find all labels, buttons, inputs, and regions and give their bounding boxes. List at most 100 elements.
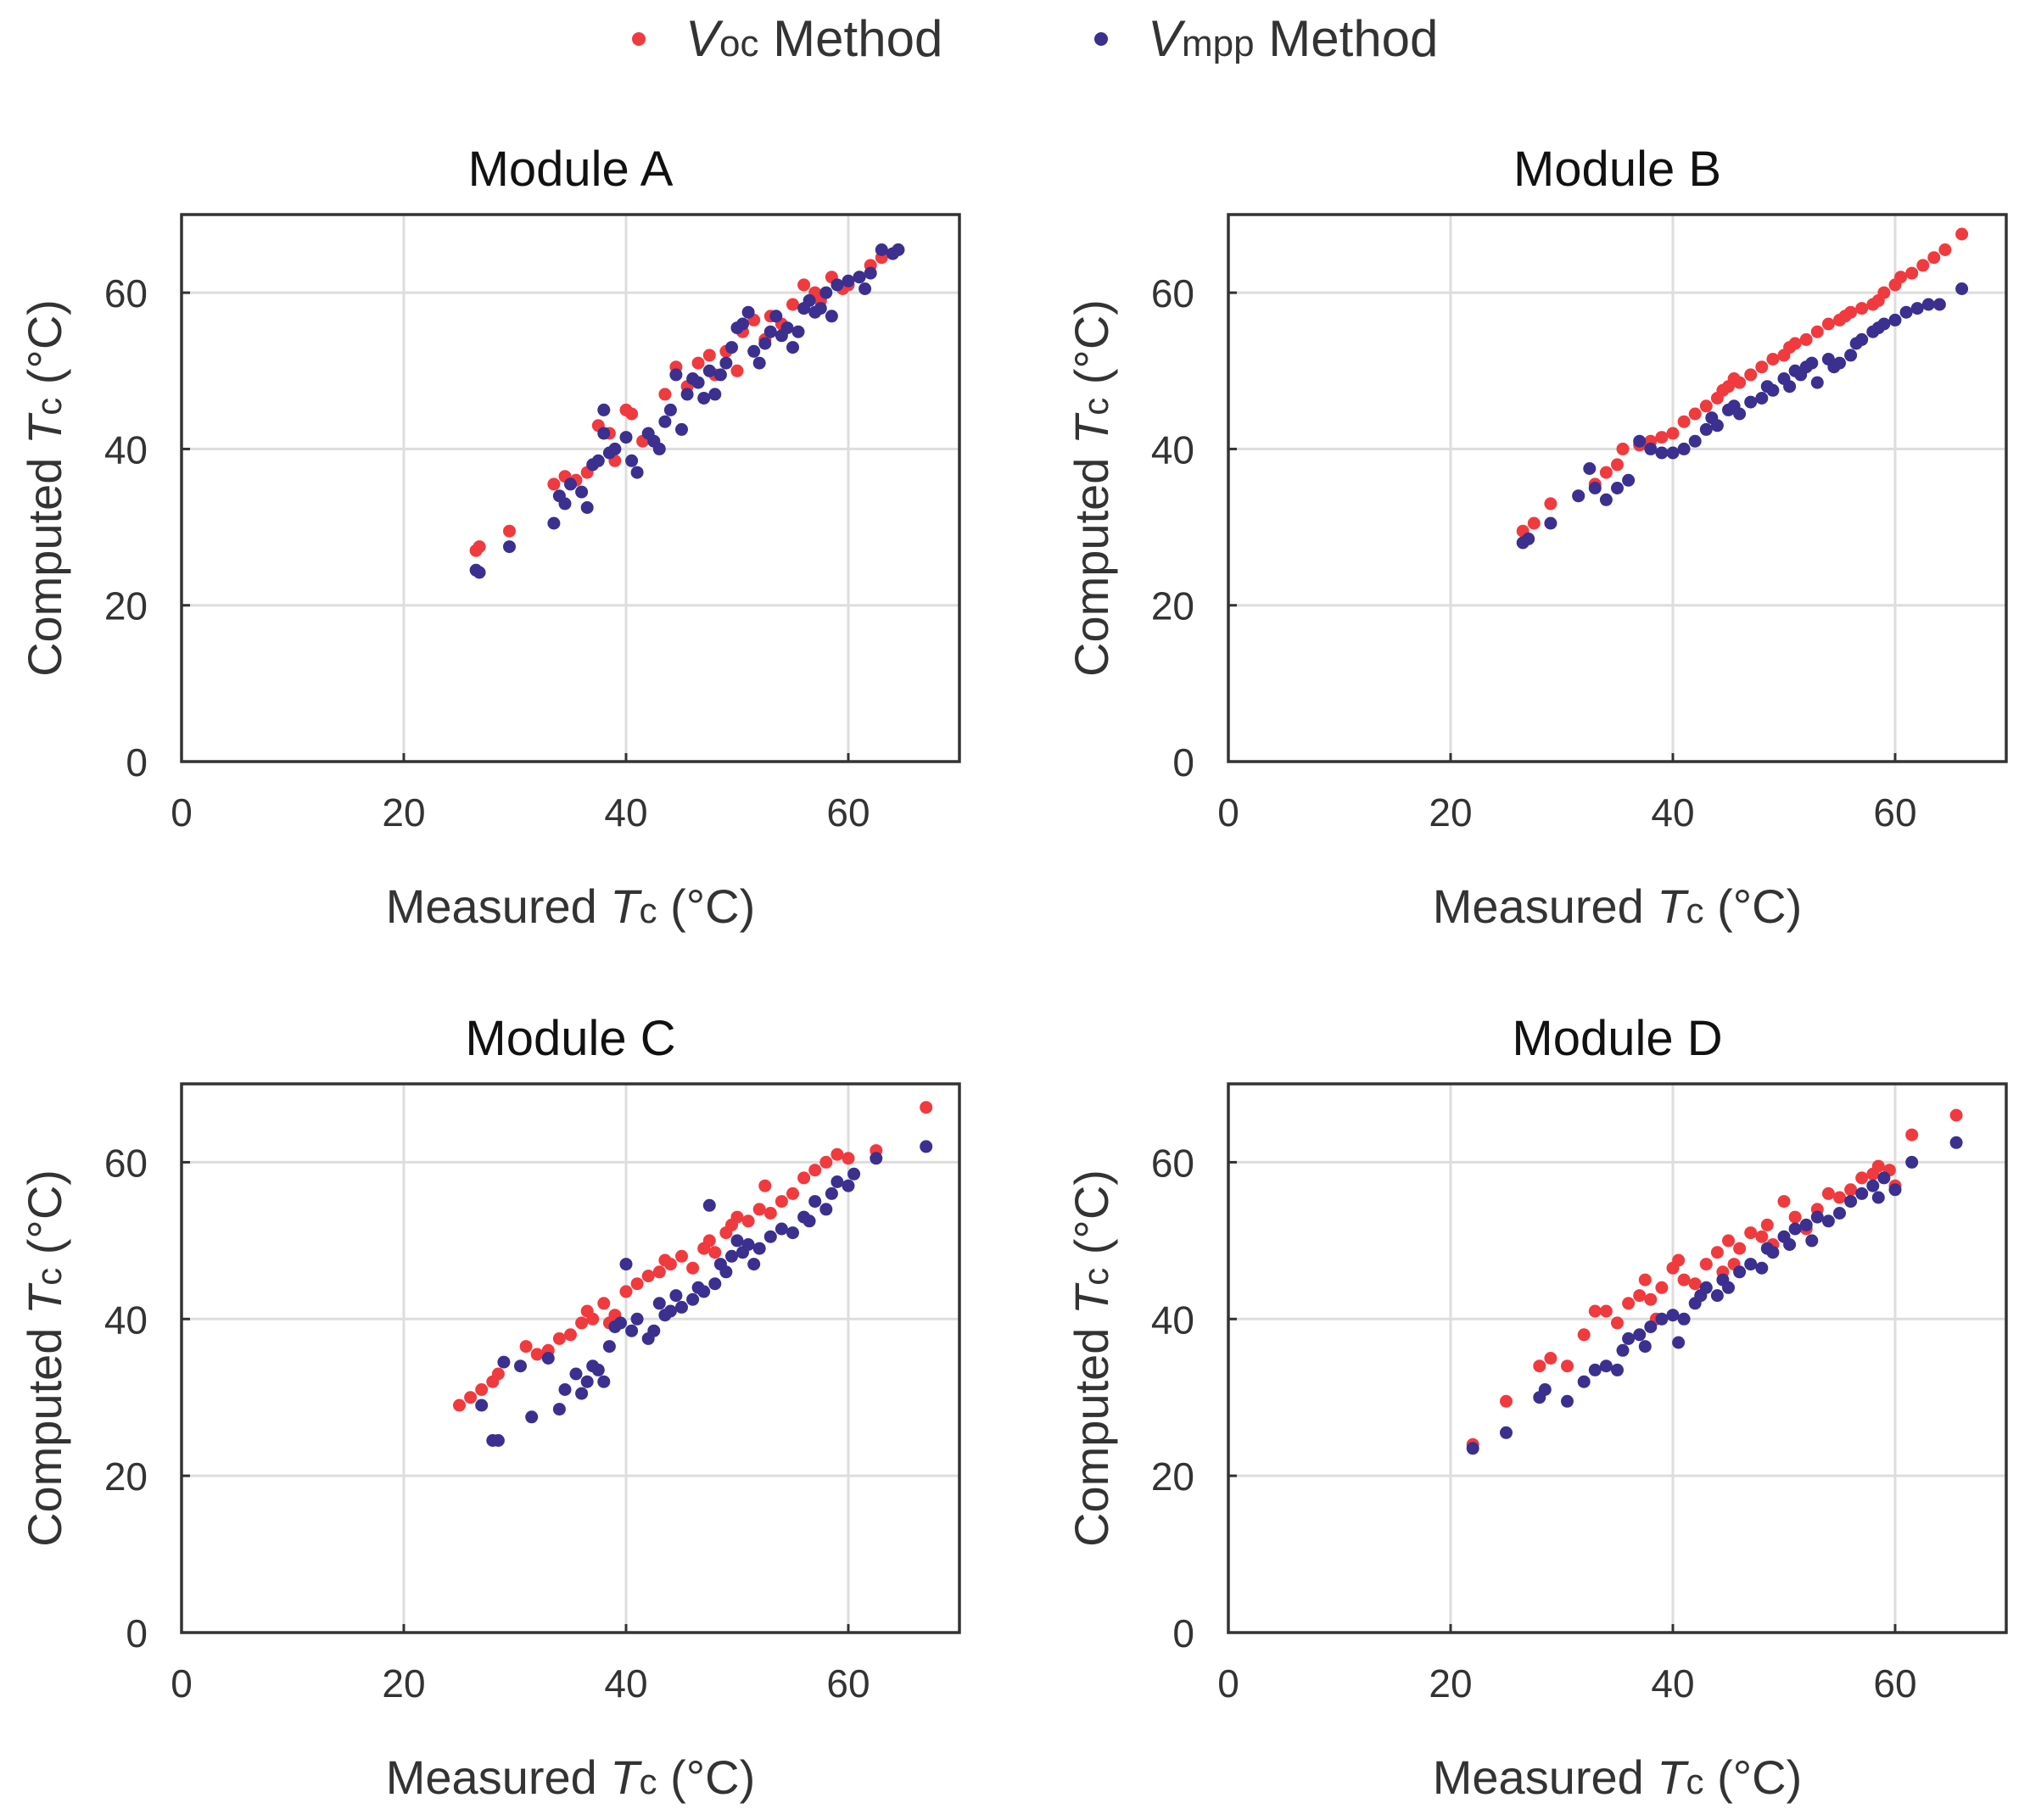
x-tick-label: 20 [1429,790,1472,835]
data-point-voc [641,1270,655,1282]
data-point-vmpp [1622,473,1636,487]
data-point-vmpp [853,271,866,284]
y-tick-label: 60 [1151,1141,1194,1185]
data-point-vmpp [686,1292,700,1306]
y-tick-label: 20 [104,1454,148,1499]
legend-marker-vmpp [1094,32,1108,46]
data-point-vmpp [558,497,572,511]
x-tick-label: 60 [1873,790,1916,835]
data-point-vmpp [619,1258,633,1271]
data-point-vmpp [497,1355,511,1369]
x-tick-label: 0 [171,790,193,835]
data-point-vmpp [473,566,486,579]
data-point-voc [1688,407,1702,421]
data-point-vmpp [1544,516,1557,530]
data-point-vmpp [847,1167,861,1181]
data-point-vmpp [1672,1336,1686,1349]
data-point-voc [1733,376,1747,389]
data-point-vmpp [1744,1258,1758,1271]
data-point-vmpp [1522,532,1535,545]
data-point-voc [586,1312,600,1326]
data-point-vmpp [1677,1312,1691,1326]
data-point-voc [730,364,744,377]
data-point-voc [702,349,716,362]
data-point-vmpp [713,368,727,382]
data-point-voc [1871,1159,1885,1173]
data-point-vmpp [786,341,799,355]
panel-title: Module D [1512,1011,1722,1066]
data-point-vmpp [630,466,644,479]
data-point-voc [675,1249,688,1263]
data-point-vmpp [569,1367,583,1381]
data-point-vmpp [1633,1328,1647,1342]
data-point-vmpp [1655,446,1669,460]
data-point-voc [630,1277,644,1291]
data-point-voc [503,524,516,538]
data-point-vmpp [747,344,761,358]
x-tick-label: 60 [826,790,870,835]
plot-frame [1227,1082,2008,1634]
data-point-vmpp [752,1242,766,1255]
data-point-vmpp [625,1324,639,1337]
data-point-voc [1666,427,1680,440]
data-point-vmpp [1538,1383,1552,1396]
data-point-vmpp [808,1195,822,1209]
data-point-voc [619,1285,633,1298]
data-point-voc [702,1234,716,1248]
data-point-voc [1500,1394,1513,1408]
data-point-vmpp [558,1383,572,1396]
data-point-voc [1855,1171,1869,1185]
data-point-voc [1699,1258,1713,1271]
data-point-voc [1821,1186,1835,1200]
data-point-vmpp [1788,1222,1802,1236]
data-point-vmpp [802,1214,816,1228]
data-point-voc [741,1214,755,1228]
data-point-vmpp [575,1387,589,1400]
data-point-voc [758,1179,772,1192]
y-tick-label: 0 [126,740,148,784]
legend: Voc Method Vmpp Method [632,10,1438,67]
y-tick-label: 60 [104,271,148,315]
data-point-vmpp [1583,462,1597,475]
x-tick-label: 20 [382,1661,425,1706]
data-point-voc [1672,1253,1686,1267]
data-point-voc [1777,1195,1791,1209]
data-point-voc [575,1316,589,1330]
data-point-voc [1766,353,1780,366]
data-point-voc [1638,1273,1652,1287]
data-point-vmpp [819,1203,833,1216]
data-point-voc [1810,325,1824,338]
data-point-voc [786,1186,799,1200]
data-point-vmpp [1638,1340,1652,1354]
data-point-voc [1616,442,1630,455]
data-point-vmpp [602,1340,616,1354]
data-point-vmpp [758,337,772,350]
data-point-voc [1722,1234,1735,1248]
data-point-voc [1677,1273,1691,1287]
data-point-vmpp [730,1234,744,1248]
data-point-voc [1844,1183,1858,1197]
data-point-vmpp [1699,1281,1713,1294]
data-point-vmpp [503,540,516,554]
chart-panels: 0 20 40 60 0 20 40 60 Module A Measured Tc (°C) Co… [18,142,2008,1804]
data-point-vmpp [763,1230,777,1243]
data-point-vmpp [1500,1426,1513,1439]
data-point-voc [1821,317,1835,331]
data-point-vmpp [1588,1363,1602,1376]
data-point-voc [1938,243,1952,256]
data-point-voc [1844,305,1858,319]
data-point-vmpp [591,454,605,467]
data-point-vmpp [769,310,783,323]
data-point-vmpp [625,454,639,467]
data-point-vmpp [1677,442,1691,455]
data-point-vmpp [1821,1214,1835,1228]
data-point-voc [1622,1297,1636,1310]
data-point-voc [775,1195,788,1209]
data-point-vmpp [1466,1442,1479,1455]
data-point-vmpp [541,1352,555,1365]
data-point-voc [1544,1352,1557,1365]
data-point-voc [1916,259,1930,272]
data-point-voc [491,1367,505,1381]
data-point-voc [1877,286,1891,299]
plot-frame [180,1082,961,1634]
